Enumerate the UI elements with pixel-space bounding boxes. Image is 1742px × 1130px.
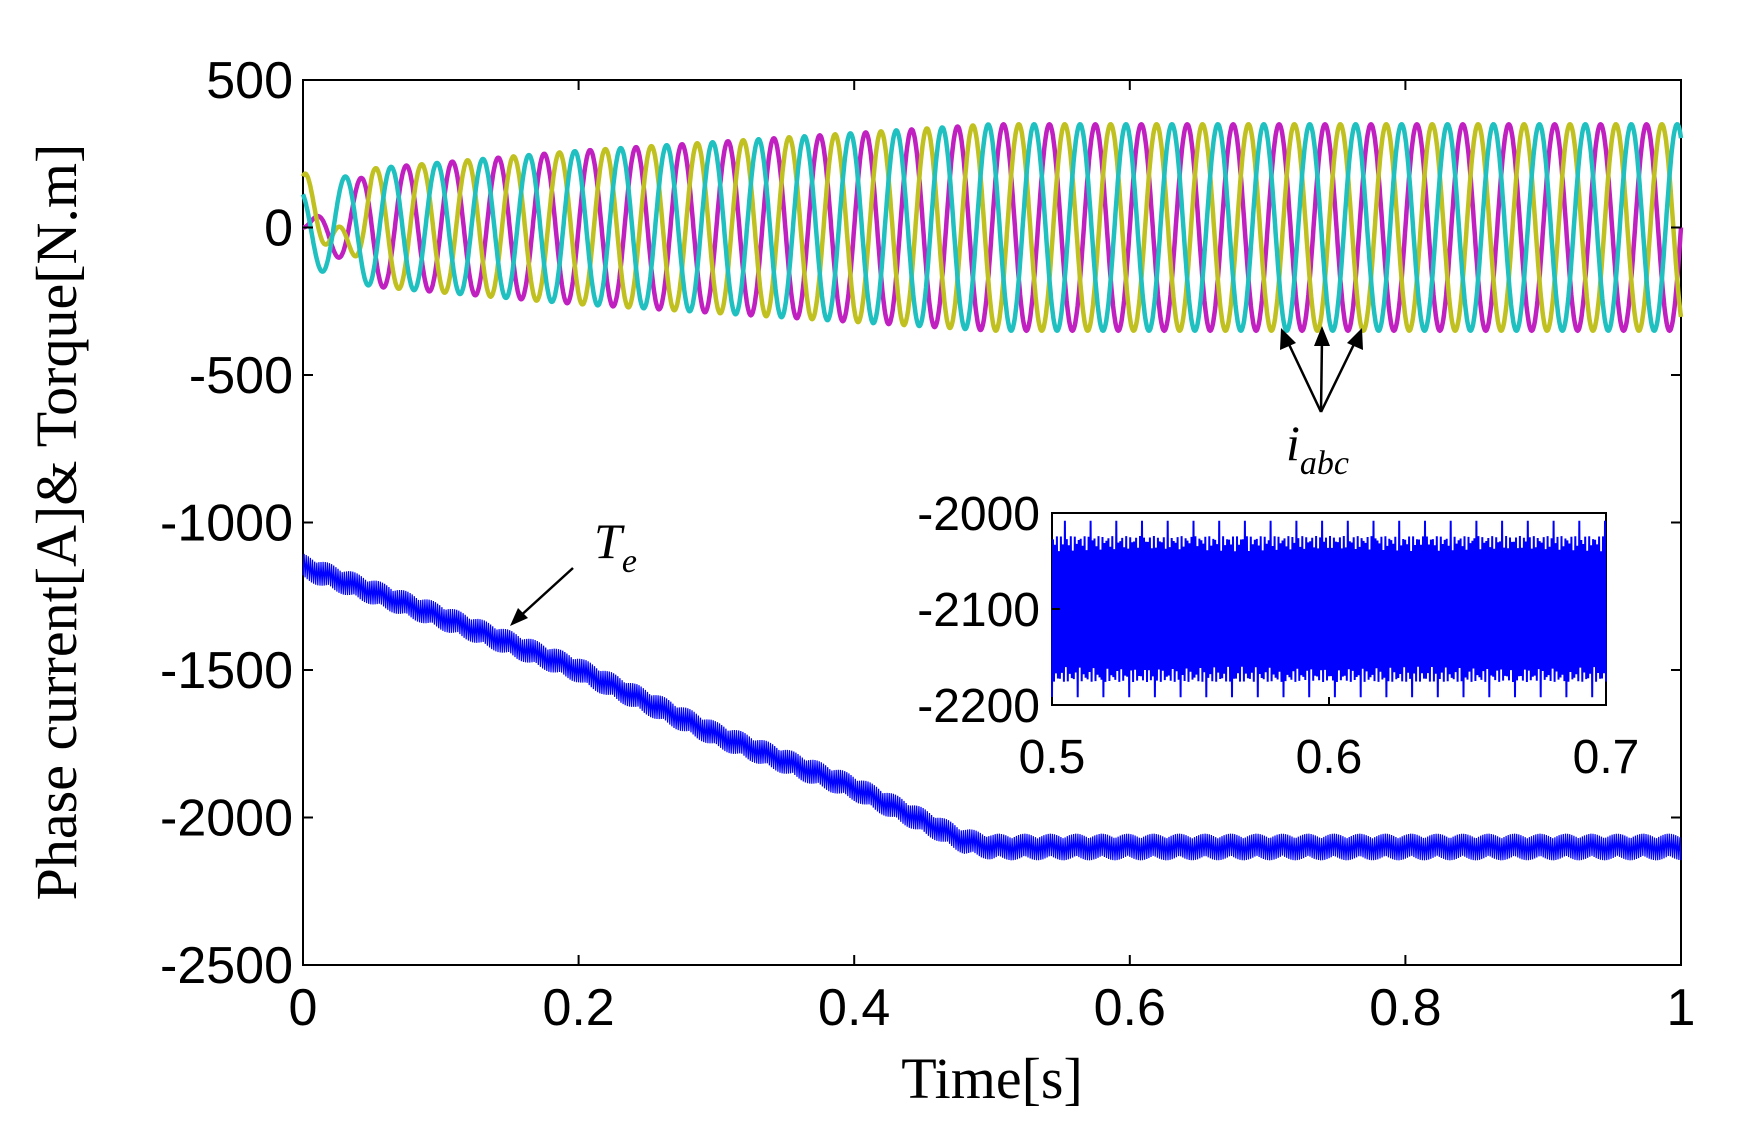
inset-series-group (1051, 520, 1607, 698)
annotation-iabc-arrowhead-b (1314, 326, 1330, 346)
series-line-3 (302, 553, 1682, 861)
series-line-2 (300, 122, 1684, 333)
y-tick-label: -1000 (160, 495, 293, 553)
main-series-group (300, 122, 1684, 861)
x-axis-label: Time[s] (901, 1046, 1083, 1111)
y-tick-label: -1500 (160, 642, 293, 700)
annotation-te-label: Te (594, 513, 637, 580)
x-tick-label: 0.6 (1094, 979, 1166, 1037)
annotation-iabc-arrow-a (1284, 337, 1323, 413)
y-tick-label: 500 (206, 52, 293, 110)
inset-y-tick-label: -2200 (917, 680, 1040, 733)
x-tick-label: 0.4 (818, 979, 890, 1037)
x-tick-label: 0.2 (542, 979, 614, 1037)
inset-y-tick-label: -2100 (917, 584, 1040, 637)
inset-ticks-group: 0.5 0.6 0.7 -2000 -2100 -2200 (917, 488, 1639, 784)
inset-series-line-0 (1051, 520, 1607, 698)
annotation-iabc-label: iabc (1286, 415, 1349, 482)
annotation-iabc-arrow-b (1319, 337, 1324, 413)
series-line-1 (300, 122, 1684, 333)
annotation-iabc-arrow-c (1319, 337, 1359, 413)
y-tick-label: -500 (189, 347, 293, 405)
x-tick-label: 0 (289, 979, 318, 1037)
annotation-te-arrow (516, 567, 574, 620)
inset-plot-area: 0.5 0.6 0.7 -2000 -2100 -2200 (917, 488, 1639, 784)
inset-x-tick-label: 0.7 (1573, 731, 1640, 784)
y-tick-label: 0 (264, 200, 293, 258)
y-axis-label: Phase current[A]& Torque[N.m] (24, 144, 89, 901)
x-tick-label: 1 (1667, 979, 1696, 1037)
annotation-te: Te (510, 513, 637, 626)
x-tick-label: 0.8 (1369, 979, 1441, 1037)
y-tick-label: -2500 (160, 937, 293, 995)
main-ticks-group: 0 0.2 0.4 0.6 0.8 1 500 0 -500 -1000 -1500 -2000 -25… (160, 52, 1695, 1037)
annotation-iabc: iabc (1280, 326, 1363, 482)
inset-y-tick-label: -2000 (917, 488, 1040, 541)
inset-x-tick-label: 0.6 (1296, 731, 1363, 784)
y-tick-label: -2000 (160, 790, 293, 848)
annotation-iabc-arrowhead-c (1347, 328, 1363, 350)
annotation-te-arrowhead (510, 608, 528, 626)
series-line-0 (301, 122, 1684, 334)
annotation-iabc-arrowhead-a (1280, 328, 1296, 350)
inset-x-tick-label: 0.5 (1019, 731, 1086, 784)
